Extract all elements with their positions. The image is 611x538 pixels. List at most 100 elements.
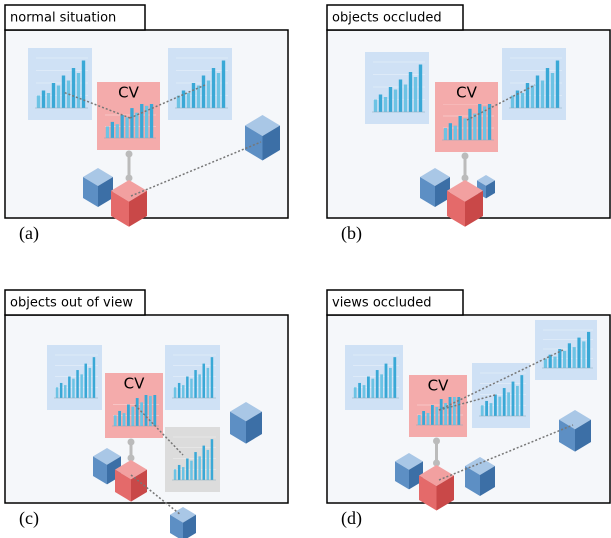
mini-bar — [393, 357, 396, 398]
mini-bar — [374, 100, 377, 113]
mini-bar — [62, 76, 65, 109]
mini-bar — [404, 85, 407, 113]
connector-end — [433, 438, 440, 445]
mini-bar — [556, 61, 559, 109]
mini-bar — [379, 95, 382, 113]
mini-bar — [202, 76, 205, 109]
panel: normal situationCV(a) — [5, 5, 288, 244]
mini-bar — [56, 387, 59, 398]
mini-bar — [186, 459, 189, 481]
connector-end — [128, 439, 135, 446]
mini-bar — [485, 401, 488, 416]
mini-bar — [520, 375, 523, 416]
mini-bar — [116, 124, 119, 138]
mini-bar — [385, 364, 388, 398]
mini-bar — [354, 387, 357, 398]
mini-bar — [76, 370, 79, 398]
mini-bar — [503, 388, 506, 416]
figure: normal situationCV(a)objects occludedCV(… — [0, 0, 611, 538]
mini-bar — [207, 368, 210, 398]
mini-bar — [77, 73, 80, 108]
mini-bar — [93, 357, 96, 398]
mini-bar — [192, 83, 195, 108]
mini-bar — [494, 395, 497, 417]
mini-bar — [222, 61, 225, 109]
mini-bar — [563, 351, 566, 368]
mini-bar — [577, 338, 580, 368]
panel: views occluded CV (d) — [327, 290, 610, 529]
mini-bar — [418, 415, 421, 425]
mini-bar — [68, 377, 71, 399]
mini-bar — [481, 405, 484, 416]
mini-bar — [531, 86, 534, 109]
mini-bar — [182, 467, 185, 480]
mini-bar — [568, 343, 571, 368]
mini-bar — [582, 341, 585, 368]
mini-bar — [178, 383, 181, 398]
mini-bar — [526, 83, 529, 108]
mini-bar — [478, 102, 481, 140]
mini-bar — [419, 65, 422, 113]
mini-bar — [190, 379, 193, 398]
mini-bar — [211, 439, 214, 480]
mini-bar — [380, 374, 383, 398]
mini-bar — [114, 415, 117, 426]
mini-bar — [544, 359, 547, 369]
mini-bar — [149, 396, 152, 426]
mini-bar — [389, 368, 392, 398]
mini-bar — [453, 397, 456, 425]
mini-bar — [203, 446, 206, 480]
mini-bar — [194, 370, 197, 398]
mini-bar — [358, 383, 361, 398]
mini-bar — [449, 393, 452, 425]
cv-label: CV — [456, 84, 477, 102]
mini-bar — [399, 80, 402, 113]
mini-bar — [573, 347, 576, 368]
mini-bar — [136, 398, 139, 426]
caption: (a) — [19, 223, 39, 244]
mini-bar — [121, 115, 124, 138]
mini-bar — [178, 465, 181, 480]
mini-bar — [198, 374, 201, 398]
mini-bar — [174, 469, 177, 480]
mini-bar — [182, 385, 185, 398]
cv-label: CV — [428, 377, 449, 395]
mini-bar — [187, 93, 190, 108]
mini-bar — [212, 68, 215, 108]
mini-bar — [483, 106, 486, 140]
mini-bar — [135, 113, 138, 138]
mini-bar — [414, 77, 417, 112]
panel-title: objects out of view — [10, 296, 133, 311]
cv-label: CV — [118, 84, 139, 102]
mini-bar — [80, 374, 83, 398]
mini-bar — [463, 118, 466, 140]
mini-bar — [47, 93, 50, 108]
mini-bar — [207, 450, 210, 480]
caption: (d) — [341, 508, 362, 529]
mini-bar — [106, 127, 109, 139]
mini-bar — [60, 383, 63, 398]
caption: (b) — [341, 223, 362, 244]
mini-bar — [454, 126, 457, 140]
mini-bar — [211, 357, 214, 398]
mini-bar — [140, 101, 143, 138]
connector-end — [462, 153, 469, 160]
mini-bar — [130, 108, 133, 138]
mini-bar — [125, 117, 128, 138]
mini-bar — [551, 73, 554, 108]
mini-bar — [427, 413, 430, 425]
mini-bar — [498, 397, 501, 416]
mini-bar — [521, 93, 524, 108]
mini-bar — [536, 76, 539, 109]
mini-bar — [440, 399, 443, 425]
panel-title: views occluded — [332, 296, 431, 311]
cv-label: CV — [124, 375, 145, 393]
mini-bar — [435, 407, 438, 425]
mini-bar — [444, 128, 447, 140]
mini-bar — [394, 90, 397, 113]
mini-bar — [549, 355, 552, 368]
mini-bar — [198, 456, 201, 480]
mini-bar — [52, 83, 55, 108]
caption: (c) — [19, 508, 39, 529]
mini-bar — [367, 377, 370, 399]
